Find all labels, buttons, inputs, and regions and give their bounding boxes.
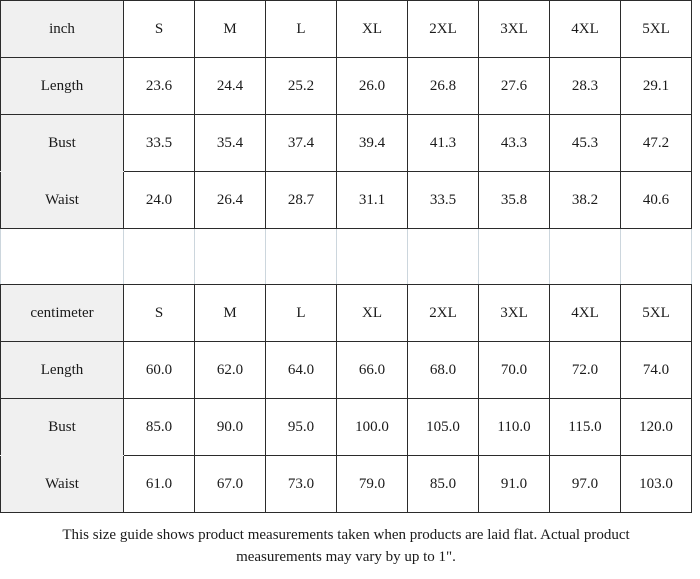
table-row: Waist 61.0 67.0 73.0 79.0 85.0 91.0 97.0… [0,455,692,513]
cell-length-3xl: 27.6 [478,57,550,115]
cell-bust-s: 33.5 [123,114,195,172]
cell-waist-s: 24.0 [123,171,195,229]
measure-label-bust-inch: Bust [0,114,124,172]
size-guide-note: This size guide shows product measuremen… [0,513,692,579]
spacer-cell [194,229,266,284]
cell-bust-5xl: 120.0 [620,398,692,456]
cell-bust-l: 37.4 [265,114,337,172]
size-table-inch: inch S M L XL 2XL 3XL 4XL 5XL Length 23.… [0,0,692,229]
cell-bust-xl: 100.0 [336,398,408,456]
size-header-xl: XL [336,284,408,342]
cell-waist-4xl: 97.0 [549,455,621,513]
cell-length-2xl: 68.0 [407,341,479,399]
measure-label-waist-inch: Waist [0,171,124,229]
cell-bust-xl: 39.4 [336,114,408,172]
cell-bust-3xl: 110.0 [478,398,550,456]
cell-bust-m: 90.0 [194,398,266,456]
spacer-cell [123,229,195,284]
cell-waist-3xl: 35.8 [478,171,550,229]
size-header-5xl: 5XL [620,284,692,342]
table-row: Bust 85.0 90.0 95.0 100.0 105.0 110.0 11… [0,398,692,456]
size-header-s: S [123,284,195,342]
table-header-row-centimeter: centimeter S M L XL 2XL 3XL 4XL 5XL [0,284,692,342]
size-header-3xl: 3XL [478,284,550,342]
unit-label-inch: inch [0,0,124,58]
spacer-cell [0,229,124,284]
measure-label-length-cm: Length [0,341,124,399]
cell-length-4xl: 28.3 [549,57,621,115]
cell-length-s: 60.0 [123,341,195,399]
measure-label-length-inch: Length [0,57,124,115]
cell-waist-5xl: 103.0 [620,455,692,513]
cell-length-l: 25.2 [265,57,337,115]
cell-waist-s: 61.0 [123,455,195,513]
cell-waist-4xl: 38.2 [549,171,621,229]
cell-length-l: 64.0 [265,341,337,399]
cell-waist-xl: 31.1 [336,171,408,229]
cell-bust-2xl: 41.3 [407,114,479,172]
cell-waist-2xl: 33.5 [407,171,479,229]
cell-bust-4xl: 45.3 [549,114,621,172]
table-row: Length 23.6 24.4 25.2 26.0 26.8 27.6 28.… [0,57,692,115]
size-table-centimeter: centimeter S M L XL 2XL 3XL 4XL 5XL Leng… [0,284,692,513]
table-row: Waist 24.0 26.4 28.7 31.1 33.5 35.8 38.2… [0,171,692,229]
spacer-cell [620,229,692,284]
size-header-2xl: 2XL [407,0,479,58]
spacer-cell [336,229,408,284]
spacer-cell [478,229,550,284]
size-header-4xl: 4XL [549,284,621,342]
cell-bust-4xl: 115.0 [549,398,621,456]
table-header-row-inch: inch S M L XL 2XL 3XL 4XL 5XL [0,0,692,58]
size-header-l: L [265,0,337,58]
size-guide: inch S M L XL 2XL 3XL 4XL 5XL Length 23.… [0,0,692,565]
cell-bust-s: 85.0 [123,398,195,456]
cell-waist-5xl: 40.6 [620,171,692,229]
cell-waist-xl: 79.0 [336,455,408,513]
cell-length-5xl: 29.1 [620,57,692,115]
measure-label-waist-cm: Waist [0,455,124,513]
size-header-m: M [194,0,266,58]
cell-length-5xl: 74.0 [620,341,692,399]
cell-waist-l: 28.7 [265,171,337,229]
cell-length-xl: 26.0 [336,57,408,115]
size-header-2xl: 2XL [407,284,479,342]
cell-length-m: 62.0 [194,341,266,399]
table-row: Length 60.0 62.0 64.0 66.0 68.0 70.0 72.… [0,341,692,399]
measure-label-bust-cm: Bust [0,398,124,456]
size-header-m: M [194,284,266,342]
spacer-cell [265,229,337,284]
size-header-l: L [265,284,337,342]
cell-waist-l: 73.0 [265,455,337,513]
size-header-4xl: 4XL [549,0,621,58]
cell-bust-3xl: 43.3 [478,114,550,172]
size-header-s: S [123,0,195,58]
spacer-cell [407,229,479,284]
cell-waist-2xl: 85.0 [407,455,479,513]
table-row: Bust 33.5 35.4 37.4 39.4 41.3 43.3 45.3 … [0,114,692,172]
cell-length-2xl: 26.8 [407,57,479,115]
cell-waist-3xl: 91.0 [478,455,550,513]
unit-label-centimeter: centimeter [0,284,124,342]
size-header-5xl: 5XL [620,0,692,58]
size-header-xl: XL [336,0,408,58]
cell-bust-l: 95.0 [265,398,337,456]
spacer-row [0,229,692,284]
cell-length-xl: 66.0 [336,341,408,399]
cell-length-4xl: 72.0 [549,341,621,399]
cell-length-m: 24.4 [194,57,266,115]
table-spacer-band [0,229,692,284]
cell-bust-2xl: 105.0 [407,398,479,456]
cell-length-s: 23.6 [123,57,195,115]
cell-waist-m: 67.0 [194,455,266,513]
cell-length-3xl: 70.0 [478,341,550,399]
cell-bust-5xl: 47.2 [620,114,692,172]
cell-bust-m: 35.4 [194,114,266,172]
cell-waist-m: 26.4 [194,171,266,229]
spacer-cell [549,229,621,284]
size-header-3xl: 3XL [478,0,550,58]
